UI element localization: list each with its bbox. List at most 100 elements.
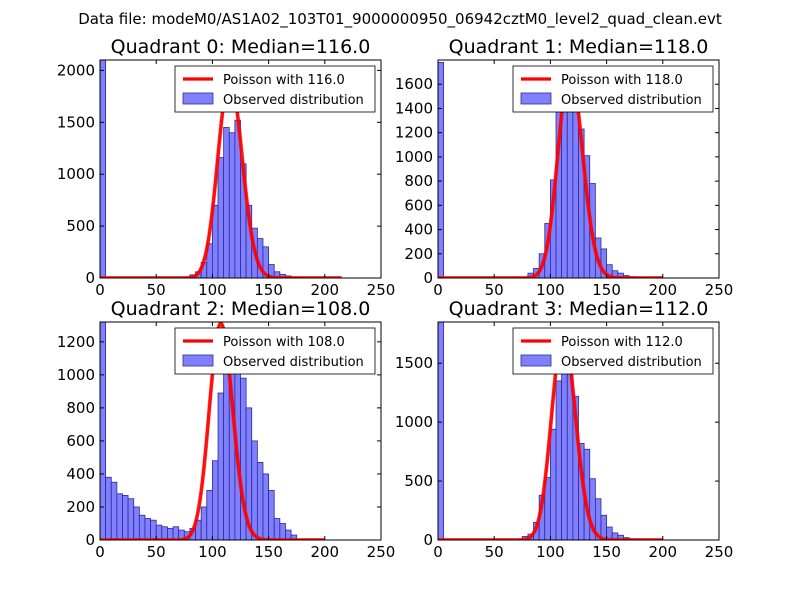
y-tick-label: 1000 xyxy=(57,165,95,183)
legend: Poisson with 112.0 Observed distribution xyxy=(512,327,714,375)
y-tick-label: 800 xyxy=(66,399,95,417)
chart-panel-2: Quadrant 2: Median=108.0 0 50 100 150 200 250 0… xyxy=(57,298,396,561)
x-tick-label: 250 xyxy=(367,281,396,299)
x-tick-label: 0 xyxy=(433,281,443,299)
legend-label-fit: Poisson with 108.0 xyxy=(223,335,345,350)
y-tick-label: 1600 xyxy=(395,75,433,93)
histogram-bar xyxy=(100,322,107,540)
histogram-bar xyxy=(116,493,123,540)
legend-label-observed: Observed distribution xyxy=(223,93,364,108)
fit-line-group xyxy=(100,76,343,278)
x-tick-label: 0 xyxy=(95,543,105,561)
legend-box xyxy=(512,65,714,113)
legend-label-observed: Observed distribution xyxy=(223,355,364,370)
legend: Poisson with 108.0 Observed distribution xyxy=(174,327,376,375)
y-tick-label: 800 xyxy=(404,172,433,190)
histogram-bar xyxy=(251,440,258,540)
legend: Poisson with 116.0 Observed distribution xyxy=(174,65,376,113)
y-tick-label: 200 xyxy=(66,498,95,516)
y-tick-label: 1500 xyxy=(395,354,433,372)
bars-group xyxy=(100,322,298,540)
y-tick-label: 0 xyxy=(423,269,433,287)
x-tick-label: 200 xyxy=(310,281,339,299)
histogram-bar xyxy=(133,506,140,540)
legend-label-fit: Poisson with 118.0 xyxy=(561,73,683,88)
histogram-bar xyxy=(273,518,281,540)
x-tick-label: 50 xyxy=(485,543,504,561)
legend: Poisson with 118.0 Observed distribution xyxy=(512,65,714,113)
fit-line-group xyxy=(438,331,664,540)
chart-title: Quadrant 3: Median=112.0 xyxy=(449,298,709,320)
x-tick-label: 150 xyxy=(592,281,621,299)
y-tick-label: 600 xyxy=(66,432,95,450)
y-tick-label: 400 xyxy=(404,221,433,239)
histogram-bar xyxy=(127,498,135,540)
axes-frame xyxy=(437,59,720,279)
histogram-bar xyxy=(155,524,163,540)
x-tick-label: 100 xyxy=(198,543,227,561)
y-tick-label: 0 xyxy=(85,269,95,287)
x-tick-label: 50 xyxy=(147,281,166,299)
y-tick-label: 1400 xyxy=(395,99,433,117)
y-tick-label: 200 xyxy=(404,245,433,263)
x-tick-label: 0 xyxy=(95,281,105,299)
histogram-bar xyxy=(268,490,275,540)
histogram-bar xyxy=(438,62,445,278)
histogram-bar xyxy=(217,157,225,278)
histogram-bar xyxy=(228,132,236,278)
legend-bar-swatch xyxy=(182,354,214,367)
histogram-bar xyxy=(223,127,230,278)
x-tick-label: 200 xyxy=(648,543,677,561)
y-tick-label: 2000 xyxy=(57,61,95,79)
histogram-bar xyxy=(290,534,298,540)
chart-title: Quadrant 0: Median=116.0 xyxy=(111,36,371,58)
chart-panel-3: Quadrant 3: Median=112.0 0 50 100 150 200 250 0… xyxy=(395,298,734,561)
histogram-bar xyxy=(279,523,286,540)
axes-frame xyxy=(99,321,382,541)
y-tick-label: 0 xyxy=(85,531,95,549)
histogram-bar xyxy=(217,392,225,540)
x-tick-label: 250 xyxy=(367,543,396,561)
y-tick-label: 1000 xyxy=(57,366,95,384)
bars-group xyxy=(100,60,303,278)
histogram-bar xyxy=(144,518,151,540)
x-tick-label: 100 xyxy=(536,281,565,299)
x-tick-label: 0 xyxy=(433,543,443,561)
figure-suptitle: Data file: modeM0/AS1A02_103T01_90000009… xyxy=(78,10,722,29)
histogram-bar xyxy=(550,428,557,540)
histogram-bar xyxy=(262,473,270,540)
x-tick-label: 50 xyxy=(485,281,504,299)
histogram-bar xyxy=(200,506,208,540)
axes-frame xyxy=(437,321,720,541)
x-tick-label: 150 xyxy=(592,543,621,561)
x-tick-label: 200 xyxy=(310,543,339,561)
y-tick-label: 600 xyxy=(404,196,433,214)
legend-label-observed: Observed distribution xyxy=(561,93,702,108)
legend-label-fit: Poisson with 112.0 xyxy=(561,335,683,350)
legend-label-fit: Poisson with 116.0 xyxy=(223,73,345,88)
y-tick-label: 1200 xyxy=(57,333,95,351)
x-tick-label: 100 xyxy=(198,281,227,299)
histogram-bar xyxy=(105,476,112,540)
x-tick-label: 100 xyxy=(536,543,565,561)
x-tick-label: 50 xyxy=(147,543,166,561)
legend-bar-swatch xyxy=(520,92,552,105)
y-tick-label: 0 xyxy=(423,531,433,549)
x-tick-label: 250 xyxy=(705,543,734,561)
histogram-bar xyxy=(438,322,445,540)
y-tick-label: 1000 xyxy=(395,148,433,166)
histogram-bar xyxy=(555,380,563,540)
chart-panel-1: Quadrant 1: Median=118.0 0 50 100 150 200 250 0… xyxy=(395,36,734,299)
histogram-bar xyxy=(110,481,118,540)
histogram-bar xyxy=(138,514,146,540)
x-tick-label: 150 xyxy=(254,543,283,561)
histogram-bar xyxy=(150,519,157,540)
x-tick-label: 200 xyxy=(648,281,677,299)
histogram-bar xyxy=(600,248,607,278)
y-tick-label: 500 xyxy=(66,217,95,235)
poisson-fit-line xyxy=(100,77,343,278)
y-tick-label: 400 xyxy=(66,465,95,483)
histogram-bar xyxy=(122,495,129,540)
legend-bar-swatch xyxy=(520,354,552,367)
